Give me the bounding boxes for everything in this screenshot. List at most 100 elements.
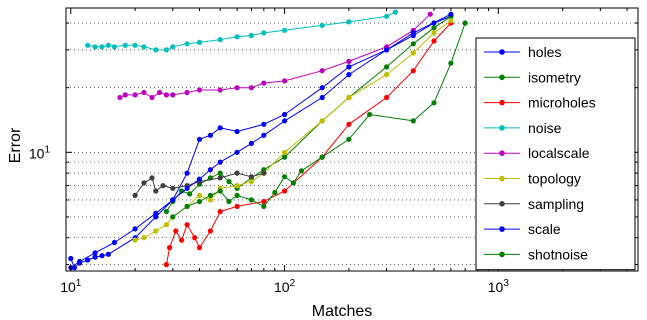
data-point-noise <box>122 42 128 48</box>
x-tick-label: 101 <box>60 278 82 295</box>
data-point-localscale <box>346 58 352 64</box>
series-localscale <box>117 11 433 101</box>
data-point-shotnoise <box>234 192 240 198</box>
legend-swatch-marker <box>499 175 505 182</box>
data-point-holes <box>153 214 159 220</box>
legend-swatch-marker <box>499 125 505 131</box>
data-point-topology <box>207 197 213 203</box>
data-point-noise <box>346 19 352 25</box>
data-point-sampling <box>261 170 267 176</box>
data-point-shotnoise <box>290 180 296 186</box>
data-point-isometry <box>431 25 437 31</box>
series-microholes <box>163 20 454 268</box>
data-point-localscale <box>234 85 240 91</box>
data-point-noise <box>261 30 267 36</box>
data-point-scale <box>448 11 454 17</box>
legend-item-topology: topology <box>484 171 581 187</box>
data-point-microholes <box>192 235 198 241</box>
data-point-localscale <box>184 89 190 96</box>
data-point-microholes <box>384 94 390 101</box>
data-point-noise <box>392 9 398 15</box>
data-point-noise <box>105 42 111 48</box>
legend-label: isometry <box>528 69 581 85</box>
series-line-scale <box>70 13 452 269</box>
data-point-holes <box>282 111 288 118</box>
data-point-sampling <box>149 175 155 181</box>
data-point-noise <box>248 32 254 39</box>
data-point-microholes <box>196 245 203 251</box>
data-point-microholes <box>179 237 185 243</box>
data-point-localscale <box>170 92 176 98</box>
data-point-holes <box>261 121 267 127</box>
data-point-noise <box>234 34 240 40</box>
legend-label: holes <box>528 44 561 60</box>
series-line-topology <box>134 20 452 241</box>
data-point-shotnoise <box>226 198 232 205</box>
plot-area-frame <box>65 7 639 272</box>
data-point-localscale <box>261 80 267 86</box>
data-point-isometry <box>384 64 390 70</box>
series-shotnoise <box>170 20 468 220</box>
data-point-holes <box>346 64 352 70</box>
data-point-topology <box>163 222 169 228</box>
data-point-scale <box>346 72 352 78</box>
data-point-isometry <box>282 154 288 160</box>
series-line-shotnoise <box>172 22 466 218</box>
legend-item-isometry: isometry <box>484 69 581 85</box>
data-point-noise <box>132 42 138 48</box>
data-point-topology <box>132 237 138 243</box>
data-point-scale <box>111 239 117 246</box>
data-point-microholes <box>410 68 416 74</box>
data-point-microholes <box>184 222 190 228</box>
data-point-localscale <box>117 94 123 101</box>
data-point-topology <box>384 72 390 78</box>
data-point-noise <box>319 22 325 28</box>
legend-item-microholes: microholes <box>484 95 596 111</box>
data-point-sampling <box>132 192 138 198</box>
data-point-scale <box>132 226 138 232</box>
data-point-shotnoise <box>367 111 373 118</box>
data-point-microholes <box>173 228 179 234</box>
legend-swatch-marker <box>499 49 505 55</box>
data-point-microholes <box>261 198 267 205</box>
data-point-noise <box>99 44 105 50</box>
data-point-noise <box>163 47 169 53</box>
tick-labels: 101 102 103 101 <box>29 144 509 295</box>
data-point-scale <box>248 140 254 146</box>
data-point-scale <box>234 149 240 155</box>
y-tick-label: 101 <box>29 144 51 161</box>
data-point-scale <box>92 250 98 256</box>
data-point-microholes <box>431 38 437 44</box>
legend-label: shotnoise <box>528 246 588 262</box>
data-point-scale <box>184 185 190 191</box>
data-point-noise <box>384 13 390 19</box>
data-point-shotnoise <box>196 198 203 205</box>
data-point-shotnoise <box>298 168 305 174</box>
series-line-localscale <box>119 13 431 99</box>
data-point-localscale <box>163 92 169 98</box>
data-point-isometry <box>217 170 223 176</box>
data-point-shotnoise <box>248 197 254 203</box>
data-point-holes <box>92 254 98 260</box>
data-point-topology <box>448 18 454 24</box>
data-point-sampling <box>234 170 240 176</box>
legend-item-localscale: localscale <box>484 145 590 161</box>
data-point-noise <box>92 44 98 50</box>
data-point-noise <box>170 44 176 50</box>
data-point-topology <box>196 192 203 198</box>
data-point-topology <box>153 228 159 234</box>
data-point-shotnoise <box>282 174 288 180</box>
data-point-topology <box>234 183 240 189</box>
data-point-localscale <box>282 78 288 84</box>
series-line-holes <box>70 15 452 269</box>
data-point-sampling <box>141 180 147 186</box>
legend-label: localscale <box>528 145 590 161</box>
data-point-shotnoise <box>217 188 223 194</box>
data-point-localscale <box>217 87 223 93</box>
data-point-noise <box>184 41 190 47</box>
data-point-noise <box>153 47 159 53</box>
data-point-isometry <box>163 208 169 215</box>
data-point-scale <box>384 47 390 53</box>
data-point-localscale <box>248 85 254 91</box>
data-point-noise <box>111 44 117 50</box>
